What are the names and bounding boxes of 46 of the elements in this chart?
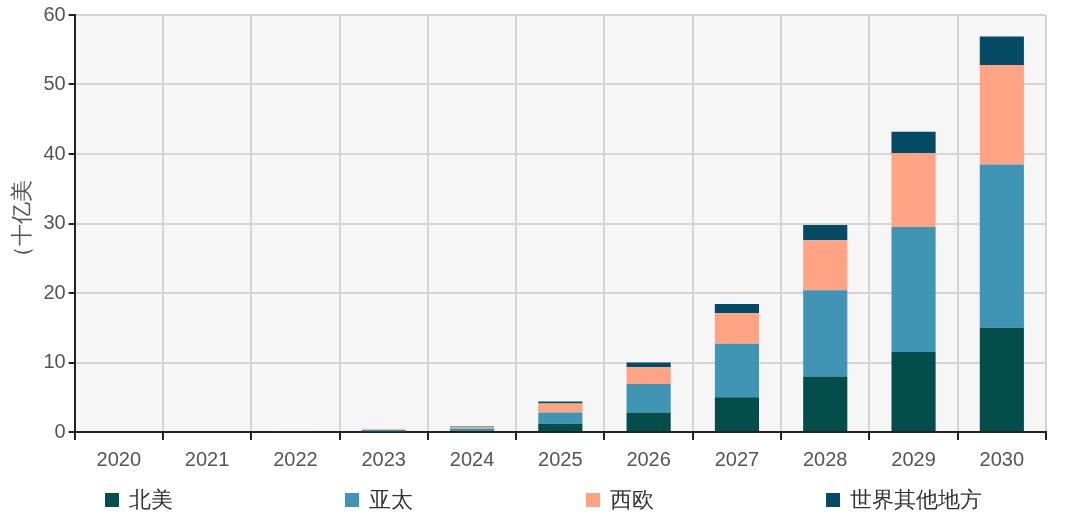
bar xyxy=(979,65,1024,165)
x-tick-label: 2021 xyxy=(184,447,230,470)
x-tick-label: 2024 xyxy=(449,447,495,470)
legend-label: 世界其他地方 xyxy=(849,486,982,514)
y-tick-label: 20 xyxy=(43,280,66,303)
x-tick-label: 2020 xyxy=(96,447,142,470)
bar xyxy=(979,327,1024,431)
bar xyxy=(626,412,671,431)
y-tick-label: 40 xyxy=(43,141,66,164)
legend-label: 北美 xyxy=(129,486,173,514)
bar xyxy=(714,304,760,314)
legend-label: 西欧 xyxy=(609,486,654,514)
x-tick-label: 2030 xyxy=(979,447,1025,470)
y-tick-label: 50 xyxy=(43,72,66,95)
bar xyxy=(538,423,583,431)
bar xyxy=(891,153,936,227)
y-tick-label: 30 xyxy=(43,211,66,234)
x-tick-label: 2029 xyxy=(891,447,936,470)
x-tick-label: 2023 xyxy=(361,447,406,470)
x-tick-label: 2025 xyxy=(538,447,583,470)
bar xyxy=(891,226,936,353)
bar xyxy=(538,412,583,424)
bar xyxy=(803,290,848,377)
bar xyxy=(626,384,671,413)
bar xyxy=(979,36,1024,66)
bar xyxy=(979,164,1024,328)
bar xyxy=(714,397,760,431)
bar xyxy=(626,367,671,385)
x-tick-label: 2026 xyxy=(626,447,671,470)
bar xyxy=(538,403,583,413)
bar xyxy=(803,224,848,241)
y-tick-label: 0 xyxy=(54,419,66,442)
y-tick-label: 60 xyxy=(43,2,66,25)
x-tick-label: 2028 xyxy=(802,447,848,470)
x-tick-label: 2022 xyxy=(273,447,318,470)
legend-label: 亚太 xyxy=(369,486,414,514)
bar xyxy=(891,352,936,431)
bar xyxy=(803,376,848,431)
bar xyxy=(803,240,848,291)
bar xyxy=(714,313,760,344)
bar xyxy=(891,131,936,154)
bar xyxy=(538,401,583,404)
y-tick-label: 10 xyxy=(43,350,66,373)
x-tick-label: 2027 xyxy=(714,447,760,470)
bar xyxy=(714,343,760,398)
y-axis-title: （十亿美 xyxy=(9,179,35,268)
